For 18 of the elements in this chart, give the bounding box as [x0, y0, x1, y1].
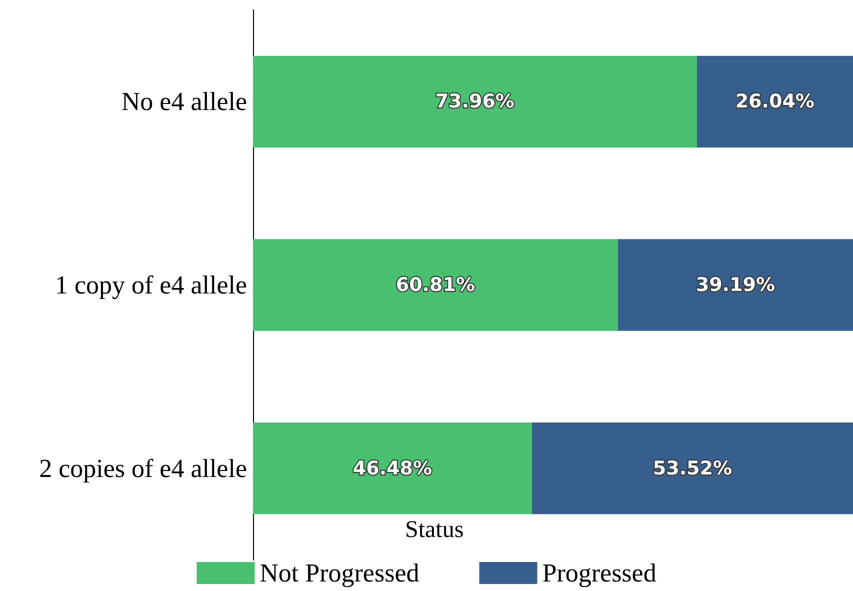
bar: [696, 56, 853, 148]
legend-title: Status: [405, 517, 464, 543]
y-tick-label: 2 copies of e4 allele: [39, 454, 247, 483]
legend-label: Progressed: [542, 558, 656, 588]
bar: [532, 422, 853, 514]
data-label: 46.48%: [352, 457, 432, 480]
legend-label: Not Progressed: [260, 558, 420, 588]
data-label: 39.19%: [696, 274, 775, 296]
bar: [253, 56, 697, 148]
bar: [253, 422, 532, 514]
data-label: 73.96%: [435, 90, 514, 113]
y-tick-label: No e4 allele: [121, 87, 247, 116]
data-label: 53.52%: [652, 457, 732, 480]
bar: [253, 239, 618, 331]
bar: [618, 239, 853, 331]
y-tick-label: 1 copy of e4 allele: [54, 270, 247, 300]
data-label: 60.81%: [396, 274, 475, 296]
data-label: 26.04%: [735, 90, 814, 113]
